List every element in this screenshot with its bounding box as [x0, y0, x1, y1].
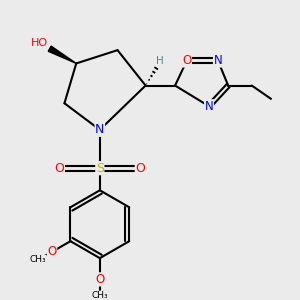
- Text: O: O: [182, 54, 191, 67]
- Text: N: N: [95, 123, 104, 136]
- Text: H: H: [157, 56, 164, 66]
- Text: O: O: [55, 162, 64, 175]
- Text: O: O: [95, 273, 104, 286]
- Polygon shape: [48, 46, 76, 63]
- Text: O: O: [47, 245, 57, 258]
- Text: CH₃: CH₃: [92, 291, 108, 300]
- Text: N: N: [214, 54, 222, 67]
- Text: O: O: [135, 162, 145, 175]
- Text: S: S: [96, 162, 104, 175]
- Text: CH₃: CH₃: [30, 255, 46, 264]
- Text: HO: HO: [31, 38, 48, 48]
- Text: N: N: [205, 100, 213, 113]
